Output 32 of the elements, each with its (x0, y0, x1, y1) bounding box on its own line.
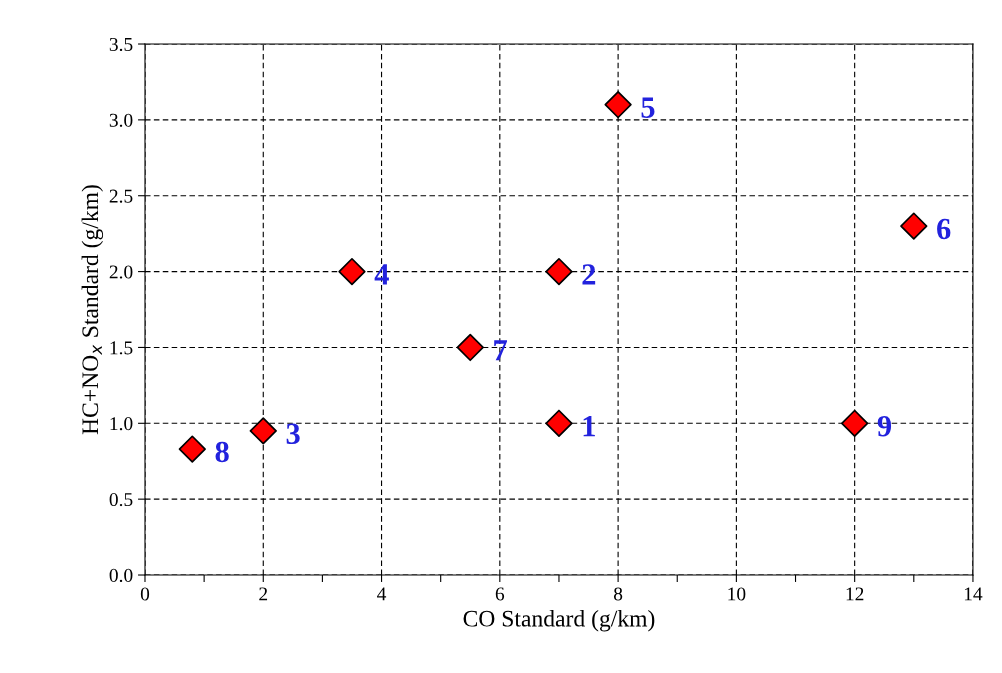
y-tick-label: 1.0 (110, 417, 133, 431)
point (900, 212, 928, 240)
annotation: 6 (937, 218, 951, 240)
y-tick-label: 1.5 (110, 341, 133, 355)
y-tick-label: 3.5 (109, 37, 133, 52)
x-tick-label: 0 (140, 587, 150, 601)
y-axis-title: HC+NO$_{x}$ Standard (g/km) (81, 185, 104, 435)
x-axis-title: CO Standard (g/km) (463, 610, 655, 632)
annotation: 3 (286, 423, 300, 445)
point (545, 257, 573, 286)
y-tick-label: 0.5 (109, 492, 133, 507)
y-tick-label: 3.0 (109, 113, 133, 127)
point (338, 257, 366, 286)
x-tick-label: 2 (259, 587, 268, 601)
x-tick-label: 4 (377, 587, 387, 601)
y-tick-label: 2.0 (109, 265, 133, 279)
point (545, 409, 573, 437)
x-tick-label: 6 (495, 587, 505, 601)
point (456, 333, 484, 362)
point (841, 409, 869, 437)
annotation: 5 (641, 97, 655, 118)
annotation: 9 (877, 415, 892, 437)
point (604, 91, 632, 119)
annotation: 8 (215, 441, 229, 463)
point (249, 417, 277, 445)
x-tick-label: 8 (613, 587, 623, 601)
x-tick-label: 14 (964, 587, 983, 601)
y-tick-label: 2.5 (109, 189, 133, 203)
x-tick-label: 10 (728, 587, 746, 601)
point (178, 435, 206, 463)
x-tick-label: 12 (846, 587, 864, 601)
y-tick-label: 0.0 (109, 568, 133, 583)
